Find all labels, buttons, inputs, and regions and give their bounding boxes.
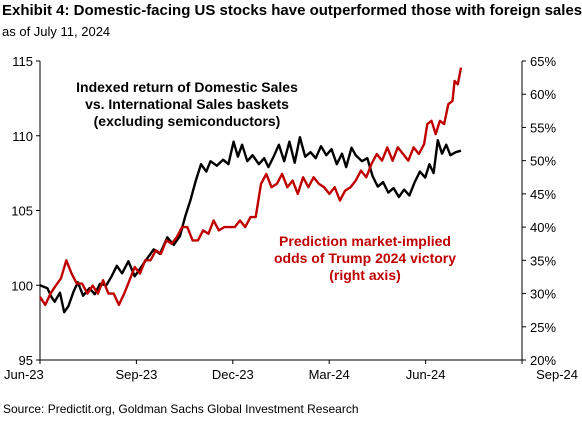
left-tick-label: 100 — [11, 278, 33, 293]
right-tick-label: 35% — [530, 253, 556, 268]
annotation-prediction-odds-line: (right axis) — [329, 267, 401, 283]
annotation-indexed-return-line: Indexed return of Domestic Sales — [76, 79, 298, 95]
right-tick-label: 60% — [530, 87, 556, 102]
x-tick-label: Dec-23 — [212, 367, 254, 382]
annotation-prediction-odds-line: odds of Trump 2024 victory — [274, 250, 456, 266]
left-tick-label: 95 — [19, 353, 33, 368]
x-tick-label: Mar-24 — [309, 367, 350, 382]
annotation-indexed-return-line: (excluding semiconductors) — [94, 113, 281, 129]
right-tick-label: 45% — [530, 187, 556, 202]
right-tick-label: 65% — [530, 54, 556, 69]
x-tick-label: Jun-23 — [4, 367, 44, 382]
left-tick-label: 105 — [11, 204, 33, 219]
left-tick-label: 115 — [12, 54, 33, 69]
right-tick-label: 55% — [530, 120, 556, 135]
series-layer — [38, 67, 463, 314]
left-axis-ticks: 95 100 105 110 115 — [11, 54, 40, 368]
trump-odds-line — [38, 67, 463, 307]
right-tick-label: 40% — [530, 220, 556, 235]
domestic-vs-international-line — [39, 136, 462, 314]
right-tick-label: 20% — [530, 353, 556, 368]
source-note: Source: Predictit.org, Goldman Sachs Glo… — [3, 402, 359, 416]
right-tick-label: 30% — [530, 287, 556, 302]
right-axis-ticks: 20% 25% 30% 35% 40% 45% 50% 55% 60% 65% — [522, 54, 556, 368]
x-axis-ticks: Jun-23 Sep-23 Dec-23 Mar-24 Jun-24 Sep-24 — [4, 360, 578, 382]
right-tick-label: 50% — [530, 154, 556, 169]
x-tick-label: Sep-23 — [115, 367, 157, 382]
chart-subtitle: as of July 11, 2024 — [2, 24, 111, 39]
annotation-indexed-return-line: vs. International Sales baskets — [85, 96, 289, 112]
annotation-prediction-odds-line: Prediction market-implied — [279, 233, 451, 249]
left-tick-label: 110 — [12, 129, 33, 144]
chart-title: Exhibit 4: Domestic-facing US stocks hav… — [2, 2, 582, 19]
x-tick-label: Sep-24 — [536, 367, 578, 382]
x-tick-label: Jun-24 — [406, 367, 446, 382]
right-tick-label: 25% — [530, 320, 556, 335]
